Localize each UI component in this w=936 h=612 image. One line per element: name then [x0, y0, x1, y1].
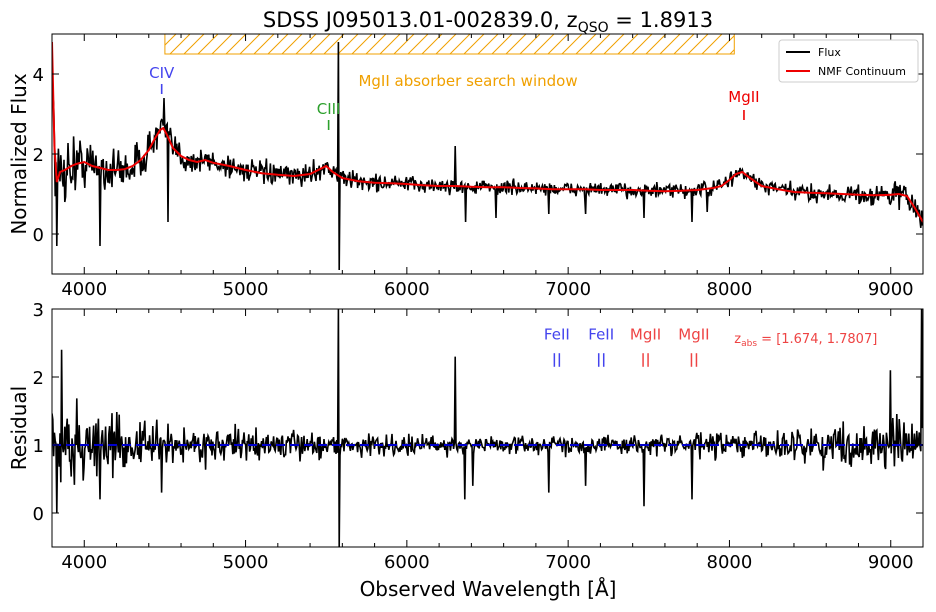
x-tick-label: 7000 [545, 279, 591, 300]
residual-x-ticks: 4000 5000 6000 7000 8000 9000 [51, 309, 924, 573]
residual-y-ticks: 0 1 2 3 [33, 300, 923, 525]
flux-x-ticks: 4000 5000 6000 7000 8000 9000 [51, 34, 924, 300]
x-tick-label: 5000 [223, 552, 269, 573]
legend-continuum-label: NMF Continuum [818, 65, 906, 78]
flux-y-axis-label: Normalized Flux [7, 73, 31, 235]
title-z-value: = 1.8913 [609, 8, 713, 32]
marker-label-mgii: MgII [728, 88, 759, 106]
flux-panel: 4000 5000 6000 7000 8000 9000 0 2 4 CIV CIII MgII… [7, 33, 924, 300]
x-tick-label: 7000 [545, 552, 591, 573]
legend-box [778, 39, 919, 83]
zabs-value: = [1.674, 1.7807] [757, 332, 877, 347]
nmf-continuum-line [52, 41, 923, 223]
flux-y-ticks: 0 2 4 [33, 65, 923, 246]
emission-line-markers: CIV CIII MgII [149, 64, 760, 130]
absorber-label-mgii: MgII [630, 326, 661, 344]
zabs-subscript: abs [741, 339, 757, 349]
absorber-label-feii: FeII [544, 326, 570, 344]
y-tick-label: 4 [33, 65, 44, 86]
zabs-label: zabs = [1.674, 1.7807] [734, 332, 877, 349]
x-tick-label: 5000 [223, 279, 269, 300]
legend: Flux NMF Continuum [778, 39, 919, 83]
x-tick-label: 9000 [868, 279, 914, 300]
title-z-symbol: z [567, 8, 578, 32]
y-tick-label: 2 [33, 145, 44, 166]
x-tick-label: 6000 [384, 279, 430, 300]
title-object: SDSS J095013.01-002839.0, [263, 8, 560, 32]
chart-title: SDSS J095013.01-002839.0, zQSO = 1.8913 [263, 8, 713, 36]
residual-axes-frame [51, 308, 924, 548]
x-tick-label: 9000 [868, 552, 914, 573]
y-tick-label: 2 [33, 368, 44, 389]
residual-series-line [52, 309, 923, 547]
absorber-label-feii: FeII [588, 326, 614, 344]
x-tick-label: 4000 [61, 279, 107, 300]
residual-panel: 4000 5000 6000 7000 8000 9000 0 1 2 3 FeII FeII Mg… [7, 300, 924, 601]
title-z-subscript: QSO [578, 20, 609, 36]
marker-label-ciii: CIII [317, 100, 341, 118]
y-tick-label: 1 [33, 436, 44, 457]
residual-y-axis-label: Residual [7, 386, 31, 470]
legend-flux-label: Flux [818, 46, 841, 59]
x-axis-label: Observed Wavelength [Å] [360, 577, 617, 601]
search-window-region [164, 33, 735, 55]
y-tick-label: 3 [33, 300, 44, 321]
x-tick-label: 4000 [61, 552, 107, 573]
search-window-label: MgII absorber search window [358, 72, 577, 90]
marker-label-civ: CIV [149, 64, 175, 82]
y-tick-label: 0 [33, 504, 44, 525]
absorber-label-mgii: MgII [678, 326, 709, 344]
absorber-line-markers: FeII FeII MgII MgII [544, 326, 710, 367]
x-tick-label: 8000 [707, 279, 753, 300]
x-tick-label: 6000 [384, 552, 430, 573]
y-tick-label: 0 [33, 225, 44, 246]
x-tick-label: 8000 [707, 552, 753, 573]
zabs-symbol: z [734, 332, 741, 347]
